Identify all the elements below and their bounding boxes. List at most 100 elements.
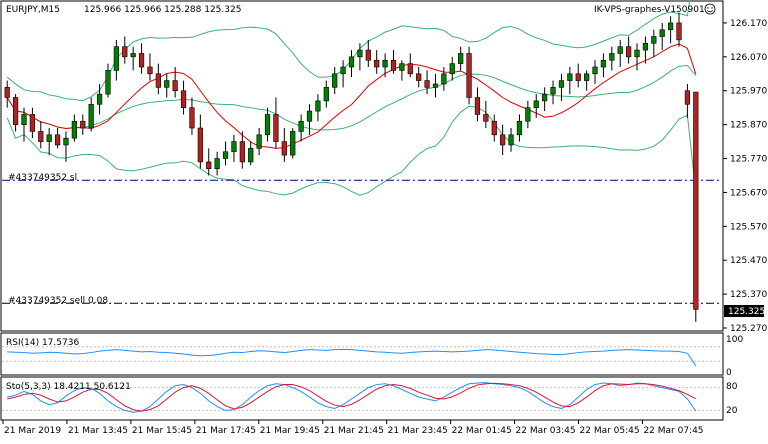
sl-order-label[interactable]: #433749352 sl [8, 173, 77, 183]
candle-body [626, 46, 632, 58]
candle-body [432, 83, 439, 88]
server-label: IK-VPS-graphes-V150901 [594, 5, 705, 15]
candle-body [525, 107, 531, 122]
candle-body [634, 49, 640, 58]
price-tick-label: 126.070 [730, 53, 767, 63]
candle-body [138, 53, 145, 68]
entry-order-label[interactable]: #433749352 sell 0.08 [8, 296, 108, 306]
stoch-main-line [7, 382, 697, 413]
candle-body [155, 73, 161, 88]
candle-body [323, 87, 329, 102]
candle-body [172, 80, 178, 92]
candle-body [558, 80, 565, 88]
candle-body [239, 141, 245, 163]
price-tick-label: 125.870 [730, 121, 767, 131]
candle-body [592, 66, 598, 75]
candle-body [222, 151, 229, 159]
stoch-signal-line [7, 382, 697, 412]
price-axis[interactable]: 126.170 126.070 125.970 125.870 125.770 125.6… [723, 19, 767, 334]
candle-body [348, 56, 355, 68]
candle-body [449, 63, 455, 75]
price-tick-label: 125.270 [730, 324, 767, 334]
candle-body [214, 158, 220, 169]
candle-body [197, 127, 203, 163]
smiley-mouth-icon [706, 10, 714, 13]
time-tick-label: 21 Mar 21:45 [324, 426, 384, 436]
rsi-indicator [2, 346, 722, 366]
time-tick-label: 21 Mar 13:45 [68, 426, 128, 436]
candle-body [122, 46, 128, 58]
candle-body [105, 70, 111, 95]
time-tick-label: 21 Mar 23:45 [388, 426, 448, 436]
candle-body [231, 141, 237, 153]
candle-body [533, 100, 539, 108]
candle-body [542, 93, 548, 102]
candle-body [508, 134, 514, 146]
stoch-title: Sto(5,3,3) 18.4211 50.6121 [6, 382, 131, 392]
sell-marker-icon [692, 299, 700, 307]
candle-body [12, 97, 19, 125]
candle-body [332, 73, 338, 88]
time-tick-label: 22 Mar 05:45 [580, 426, 640, 436]
expert-smiley-icon[interactable] [704, 3, 716, 15]
time-tick-label: 22 Mar 03:45 [516, 426, 576, 436]
stoch-level-bottom: 20 [726, 406, 738, 416]
candle-body [340, 66, 346, 75]
price-tick-label: 125.570 [730, 222, 767, 232]
symbol-timeframe: EURJPY,M15 [6, 5, 60, 15]
bollinger-lower-line [6, 105, 697, 196]
candle-body [206, 161, 212, 169]
candle-body [113, 46, 119, 71]
time-tick-label: 21 Mar 15:45 [132, 426, 192, 436]
candle-body [88, 103, 94, 129]
candle-body [651, 36, 657, 44]
candle-body [424, 80, 430, 88]
moving-average-path [6, 43, 697, 149]
candle-body [290, 131, 296, 156]
candle-body [667, 22, 674, 31]
candle-body [441, 73, 447, 85]
candle-body [483, 114, 489, 122]
candle-body [29, 114, 36, 132]
price-tick-label: 125.470 [730, 256, 767, 266]
candle-body [130, 53, 136, 58]
time-tick-label: 22 Mar 07:45 [643, 426, 703, 436]
candle-body [248, 148, 254, 163]
candle-body [550, 87, 556, 95]
candle-body [38, 131, 44, 142]
time-tick-label: 22 Mar 01:45 [452, 426, 512, 436]
candle-body [63, 137, 69, 146]
order-lines[interactable] [2, 179, 722, 304]
candle-body [474, 97, 481, 115]
ohlc-readout: 125.966 125.966 125.288 125.325 [84, 5, 241, 15]
candle-body [500, 134, 506, 146]
candle-body [365, 49, 371, 61]
candle-body [390, 59, 397, 71]
candle-body [416, 73, 422, 81]
candle-body [407, 63, 413, 75]
candlestick-series [4, 12, 700, 322]
time-axis[interactable]: 21 Mar 2019 21 Mar 13:45 21 Mar 15:45 21 Ma… [2, 420, 704, 436]
rsi-title: RSI(14) 17.5736 [6, 338, 79, 348]
candle-body [180, 90, 187, 108]
candle-body [374, 59, 380, 68]
candle-body [256, 134, 262, 149]
candle-body [567, 73, 573, 81]
stoch-level-top: 80 [726, 382, 738, 392]
rsi-level-max: 100 [726, 335, 743, 345]
candle-body [46, 134, 52, 142]
candle-body [659, 29, 665, 37]
candle-body [357, 49, 363, 58]
rsi-pane[interactable] [0, 332, 724, 376]
candle-body [273, 114, 279, 142]
candle-body [298, 120, 304, 132]
price-tick-label: 126.170 [730, 19, 767, 29]
candle-body [609, 53, 615, 61]
candle-body [315, 100, 321, 112]
time-tick-label: 21 Mar 19:45 [260, 426, 320, 436]
candle-body [306, 110, 313, 122]
candle-body [491, 120, 497, 136]
candle-body [466, 53, 472, 98]
